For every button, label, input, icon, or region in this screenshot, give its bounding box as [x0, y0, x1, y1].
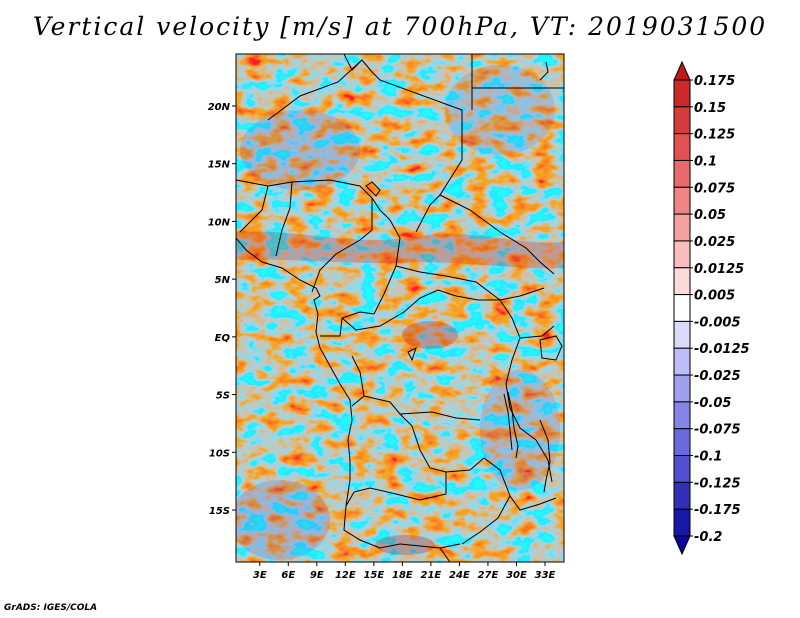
- colorbar-label: -0.1: [694, 450, 722, 465]
- velocity-field: [236, 54, 564, 562]
- lat-tick-label: 15N: [208, 160, 231, 171]
- colorbar-swatch: [673, 133, 691, 161]
- colorbar-swatch: [673, 374, 691, 403]
- colorbar-swatch: [673, 79, 691, 108]
- colorbar-label: -0.2: [694, 530, 722, 545]
- colorbar-label: -0.025: [694, 369, 741, 384]
- colorbar-label: 0.075: [694, 181, 735, 196]
- colorbar-swatch: [673, 347, 691, 376]
- colorbar-swatch: [673, 455, 691, 483]
- colorbar-swatch: [673, 213, 691, 242]
- colorbar: 0.175 0.15 0.125 0.1 0.075 0.05 0.025 0.0125 0.0…: [673, 60, 750, 556]
- colorbar-swatch: [673, 267, 691, 296]
- lat-tick-label: 10N: [208, 217, 231, 228]
- colorbar-label: 0.125: [694, 128, 735, 143]
- lat-tick-label: 10S: [209, 448, 230, 459]
- colorbar-label: 0.05: [694, 208, 726, 223]
- colorbar-swatch: [673, 294, 691, 322]
- lon-tick-label: 27E: [478, 570, 499, 581]
- lat-tick-label: 20N: [208, 102, 231, 113]
- lon-tick-label: 9E: [310, 570, 324, 581]
- colorbar-label: 0.15: [694, 101, 726, 116]
- colorbar-swatch: [673, 481, 691, 510]
- colorbar-swatch: [673, 401, 691, 430]
- map-title: Vertical velocity [m/s] at 700hPa, VT: 2…: [32, 12, 768, 41]
- colorbar-swatch: [673, 428, 691, 457]
- lat-tick-label: 15S: [209, 506, 230, 517]
- colorbar-label: 0.1: [694, 154, 717, 169]
- grads-credit: GrADS: IGES/COLA: [4, 603, 98, 613]
- latitude-axis: 20N 15N 10N 5N EQ 5S 10S 15S: [208, 102, 236, 517]
- lon-tick-label: 15E: [363, 570, 384, 581]
- colorbar-label: -0.175: [694, 503, 741, 518]
- lat-tick-label: EQ: [215, 333, 231, 344]
- colorbar-label: 0.0125: [694, 262, 744, 277]
- colorbar-swatch: [673, 106, 691, 135]
- colorbar-label: -0.005: [694, 315, 741, 330]
- lat-tick-label: 5S: [216, 391, 230, 402]
- lon-tick-label: 6E: [281, 570, 295, 581]
- colorbar-label: 0.005: [694, 289, 735, 304]
- lakes: [365, 181, 563, 493]
- colorbar-top-arrow: [673, 60, 691, 81]
- coastline: [236, 61, 549, 507]
- colorbar-label: -0.05: [694, 396, 731, 411]
- lon-tick-label: 33E: [535, 570, 556, 581]
- country-borders: [236, 54, 564, 562]
- colorbar-label: -0.125: [694, 476, 741, 491]
- colorbar-swatch: [673, 508, 691, 537]
- map-frame: [235, 53, 565, 563]
- colorbar-swatch: [673, 240, 691, 269]
- colorbar-label: 0.175: [694, 74, 735, 89]
- longitude-axis: 3E 6E 9E 12E 15E 18E 21E 24E 27E 30E 33E: [253, 562, 556, 581]
- colorbar-label: -0.075: [694, 423, 741, 438]
- colorbar-swatch: [673, 320, 691, 349]
- colorbar-label: 0.025: [694, 235, 735, 250]
- colorbar-swatch: [673, 159, 691, 188]
- lat-tick-label: 5N: [215, 275, 231, 286]
- colorbar-bottom-arrow: [673, 535, 691, 556]
- lon-tick-label: 30E: [506, 570, 527, 581]
- lon-tick-label: 18E: [392, 570, 413, 581]
- lon-tick-label: 24E: [449, 570, 470, 581]
- lon-tick-label: 12E: [335, 570, 356, 581]
- colorbar-label: -0.0125: [694, 342, 750, 357]
- lon-tick-label: 21E: [421, 570, 442, 581]
- lon-tick-label: 3E: [253, 570, 267, 581]
- colorbar-swatch: [673, 186, 691, 215]
